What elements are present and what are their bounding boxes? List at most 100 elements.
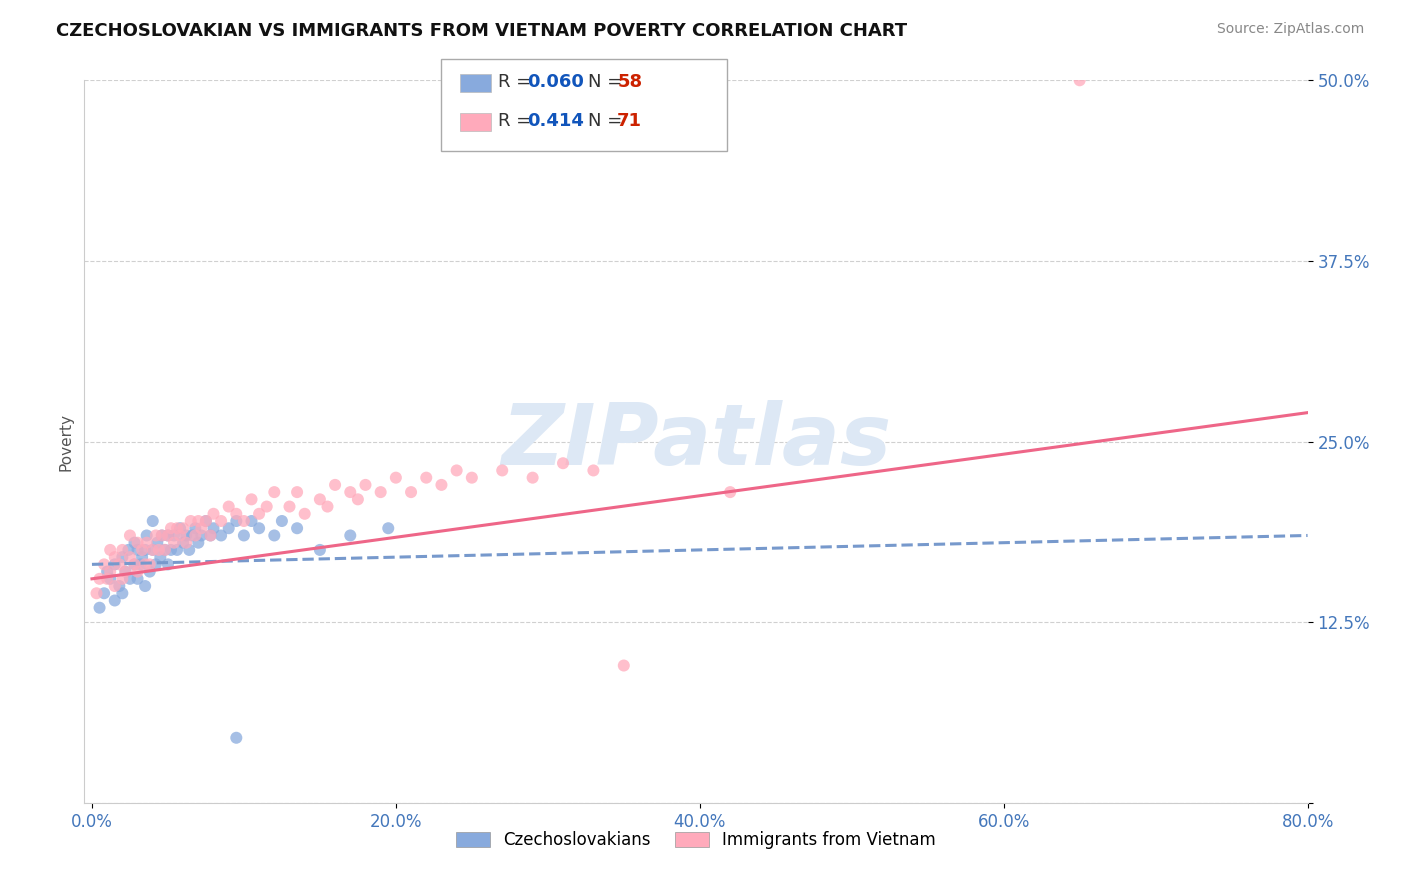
Point (124, 558, 146, 572)
Point (160, 521, 183, 535)
Point (118, 528, 141, 542)
Point (86, 586, 108, 600)
Point (218, 500, 240, 514)
Text: 58: 58 (617, 73, 643, 91)
Point (134, 542, 156, 557)
Point (309, 542, 332, 557)
Point (323, 478, 346, 492)
Point (145, 528, 167, 542)
Point (129, 558, 152, 572)
Point (156, 528, 179, 542)
Point (232, 528, 254, 542)
Point (163, 535, 186, 549)
Point (127, 572, 149, 586)
Point (316, 500, 339, 514)
Point (194, 514, 217, 528)
Point (111, 572, 134, 586)
Point (240, 492, 263, 507)
Point (127, 565, 149, 579)
Point (163, 528, 186, 542)
Point (104, 579, 127, 593)
Point (134, 579, 156, 593)
Point (156, 528, 179, 542)
Point (150, 528, 173, 542)
Point (166, 521, 188, 535)
Point (145, 558, 167, 572)
Point (138, 558, 160, 572)
Point (104, 558, 127, 572)
Point (202, 507, 225, 521)
Point (172, 521, 194, 535)
Point (551, 456, 574, 470)
Point (225, 507, 247, 521)
Point (247, 521, 270, 535)
Point (98, 565, 121, 579)
Point (278, 500, 301, 514)
Point (370, 485, 392, 500)
Point (309, 492, 332, 507)
Point (169, 521, 191, 535)
Text: Source: ZipAtlas.com: Source: ZipAtlas.com (1216, 22, 1364, 37)
Point (134, 558, 156, 572)
Point (200, 528, 222, 542)
Point (491, 463, 513, 477)
Point (190, 528, 212, 542)
Point (225, 514, 247, 528)
Point (108, 579, 131, 593)
Point (149, 550, 172, 565)
Point (150, 528, 173, 542)
Point (89, 600, 111, 615)
Point (180, 514, 202, 528)
Point (347, 492, 370, 507)
Point (98, 572, 121, 586)
Point (285, 485, 308, 500)
Point (225, 731, 247, 745)
Point (153, 542, 176, 557)
Point (142, 542, 165, 557)
Text: N =: N = (588, 112, 627, 130)
Point (446, 463, 468, 477)
Point (181, 528, 204, 542)
Text: 0.060: 0.060 (527, 73, 583, 91)
Point (1069, 73, 1091, 87)
Point (263, 485, 285, 500)
Point (131, 550, 153, 565)
Point (218, 521, 240, 535)
Point (135, 528, 157, 542)
Point (174, 535, 197, 549)
Point (160, 542, 183, 557)
Point (135, 535, 157, 549)
Point (339, 485, 361, 500)
Point (111, 542, 134, 557)
Point (124, 535, 146, 549)
Point (200, 528, 222, 542)
Legend: Czechoslovakians, Immigrants from Vietnam: Czechoslovakians, Immigrants from Vietna… (450, 824, 942, 856)
Point (385, 470, 408, 484)
Point (209, 528, 232, 542)
Point (104, 593, 127, 607)
Point (202, 521, 225, 535)
Point (522, 470, 544, 484)
Point (172, 535, 194, 549)
Point (142, 514, 165, 528)
Point (285, 521, 308, 535)
Point (146, 535, 169, 549)
Point (582, 463, 605, 477)
Point (169, 528, 191, 542)
Point (118, 550, 141, 565)
Point (127, 535, 149, 549)
Point (240, 514, 263, 528)
Y-axis label: Poverty: Poverty (58, 412, 73, 471)
Point (111, 586, 134, 600)
Point (174, 528, 197, 542)
Point (377, 521, 399, 535)
Text: ZIPatlas: ZIPatlas (501, 400, 891, 483)
Point (415, 470, 437, 484)
Point (114, 565, 136, 579)
Point (339, 528, 361, 542)
Point (187, 535, 209, 549)
Point (399, 485, 422, 500)
Point (96, 572, 118, 586)
Point (294, 507, 316, 521)
Point (93, 586, 115, 600)
